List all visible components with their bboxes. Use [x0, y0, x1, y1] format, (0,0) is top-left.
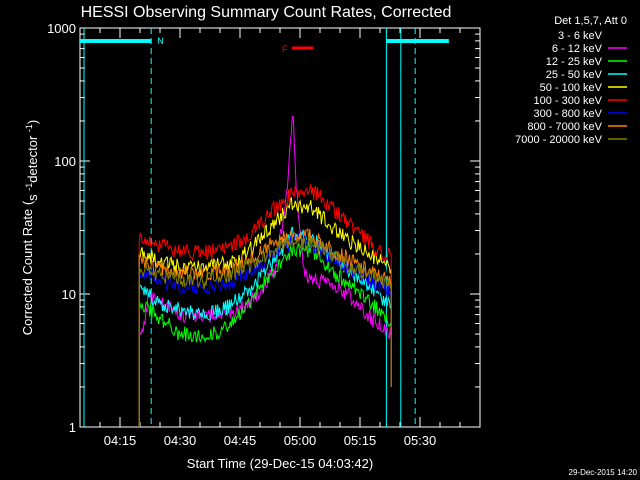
legend-entry-label: 12 - 25 keV: [546, 56, 603, 68]
series-line: [138, 227, 392, 427]
legend-entry-label: 25 - 50 keV: [546, 69, 603, 81]
legend-title: Det 1,5,7, Att 0: [554, 15, 627, 27]
x-tick-label: 05:00: [284, 433, 317, 448]
y-tick-label: 10: [62, 287, 76, 302]
night-label: N: [157, 36, 164, 46]
footer-date: 29-Dec-2015 14:20: [569, 468, 638, 477]
x-tick-label: 05:15: [344, 433, 377, 448]
series-line: [138, 236, 392, 427]
chart-title: HESSI Observing Summary Count Rates, Cor…: [81, 4, 452, 21]
series-line: [138, 184, 392, 427]
x-tick-label: 04:30: [164, 433, 197, 448]
legend-entry-label: 7000 - 20000 keV: [515, 134, 603, 146]
x-tick-label: 04:45: [224, 433, 257, 448]
x-axis-label: Start Time (29-Dec-15 04:03:42): [187, 456, 373, 471]
y-tick-label: 1000: [47, 21, 76, 36]
legend-entry-label: 3 - 6 keV: [558, 30, 603, 42]
flare-label: F: [282, 44, 288, 54]
legend-entry-label: 100 - 300 keV: [534, 95, 603, 107]
y-tick-label: 1: [69, 420, 76, 435]
x-tick-label: 04:15: [104, 433, 137, 448]
legend-entry-label: 6 - 12 keV: [552, 43, 603, 55]
legend-entry-label: 800 - 7000 keV: [527, 121, 602, 133]
x-tick-label: 05:30: [404, 433, 437, 448]
y-axis-label: Corrected Count Rate (s -1detector -1): [20, 120, 40, 336]
legend-entry-label: 300 - 800 keV: [534, 108, 603, 120]
series-line: [138, 242, 392, 427]
plot-area: 1 10 100 1000 04:15 04:30 04:45 05:00 05:15 05:30…: [20, 21, 481, 448]
y-tick-label: 100: [54, 154, 76, 169]
legend-entry-label: 50 - 100 keV: [540, 82, 603, 94]
